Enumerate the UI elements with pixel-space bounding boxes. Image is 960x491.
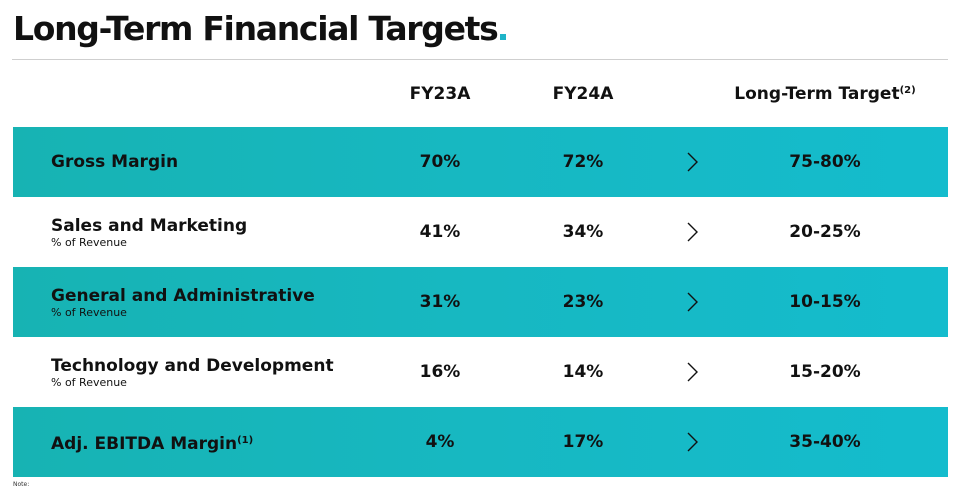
cell-fy24: 23% — [562, 292, 604, 312]
column-header-fy23: FY23A — [409, 84, 471, 104]
row-sublabel: % of Revenue — [51, 305, 127, 319]
row-label-text: Sales and Marketing — [51, 216, 247, 237]
accent-dot-icon — [499, 34, 506, 40]
table-row: Technology and Development% of Revenue 16… — [13, 337, 948, 407]
row-label-name: Gross Margin — [51, 151, 179, 172]
column-header-target-text: Long-Term Target — [734, 84, 900, 104]
chevron-right-stroke — [687, 432, 698, 452]
cell-target: 75-80% — [789, 152, 861, 172]
row-sublabel: % of Revenue — [51, 235, 127, 249]
cell-target: 20-25% — [789, 222, 861, 242]
table-row: Sales and Marketing% of Revenue 41% 34% 20-… — [13, 197, 948, 267]
column-header-fy24: FY24A — [552, 84, 614, 104]
row-label: Technology and Development% of Revenue — [51, 337, 334, 407]
cell-fy23: 31% — [419, 292, 461, 312]
row-label: Gross Margin — [51, 127, 178, 197]
column-header-target-footnote: (2) — [899, 85, 916, 96]
cell-fy23: 70% — [419, 152, 461, 172]
row-label-name: Technology and Development — [51, 355, 334, 376]
chevron-right-stroke — [687, 222, 698, 242]
chevron-right-icon — [687, 152, 698, 172]
chevron-right-icon — [687, 432, 698, 452]
cell-fy23: 4% — [425, 432, 455, 452]
row-label: Sales and Marketing% of Revenue — [51, 197, 247, 267]
row-sublabel: % of Revenue — [51, 375, 127, 389]
chevron-right-icon — [687, 292, 698, 312]
chevron-right-stroke — [687, 292, 698, 312]
title-divider — [12, 59, 948, 60]
table-row: Adj. EBITDA Margin(1) 4% 17% 35-40% — [13, 407, 948, 477]
footnote-note: Note: — [13, 481, 30, 488]
table-row: General and Administrative% of Revenue 31… — [13, 267, 948, 337]
row-label: General and Administrative% of Revenue — [51, 267, 315, 337]
row-label-name: General and Administrative — [51, 285, 315, 306]
targets-table: Gross Margin 70% 72% 75-80% Sales and Market… — [13, 127, 948, 477]
row-label: Adj. EBITDA Margin(1) — [51, 407, 253, 477]
row-label-name: Adj. EBITDA Margin — [51, 433, 238, 454]
cell-fy24: 72% — [562, 152, 604, 172]
row-label-text: Technology and Development — [51, 356, 334, 377]
cell-target: 10-15% — [789, 292, 861, 312]
row-label-name: Sales and Marketing — [51, 215, 248, 236]
chevron-right-stroke — [687, 152, 698, 172]
cell-target: 15-20% — [789, 362, 861, 382]
cell-fy23: 41% — [419, 222, 461, 242]
chevron-right-stroke — [687, 362, 698, 382]
cell-target: 35-40% — [789, 432, 861, 452]
cell-fy24: 14% — [562, 362, 604, 382]
column-header-target: Long-Term Target(2) — [720, 84, 930, 108]
row-label-text: Adj. EBITDA Margin(1) — [51, 430, 253, 455]
chevron-right-icon — [687, 222, 698, 242]
cell-fy24: 17% — [562, 432, 604, 452]
page-title-text: Long-Term Financial Targets — [13, 9, 499, 48]
chevron-right-icon — [687, 362, 698, 382]
cell-fy23: 16% — [419, 362, 461, 382]
row-label-text: Gross Margin — [51, 152, 178, 173]
row-label-text: General and Administrative — [51, 286, 315, 307]
accent-dot-shape — [499, 34, 506, 40]
cell-fy24: 34% — [562, 222, 604, 242]
row-label-footnote: (1) — [237, 434, 254, 446]
table-row: Gross Margin 70% 72% 75-80% — [13, 127, 948, 197]
page-title: Long-Term Financial Targets — [13, 6, 506, 52]
